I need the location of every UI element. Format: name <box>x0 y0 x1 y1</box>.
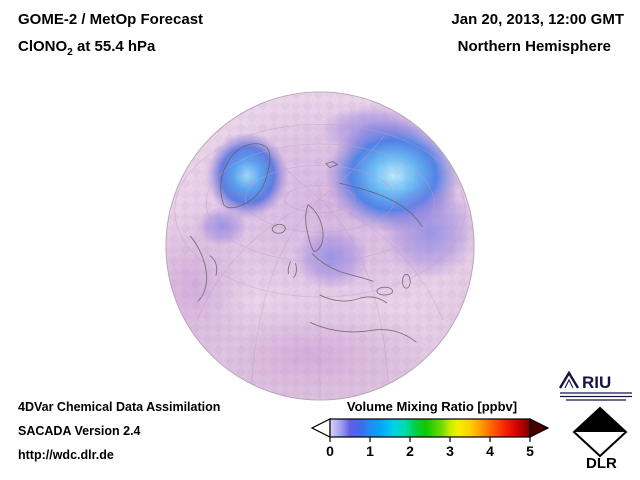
species-subscript: 2 <box>67 47 73 58</box>
title-line1: GOME-2 / MetOp Forecast <box>18 11 204 28</box>
title-line2: ClONO2 at 55.4 hPa <box>18 38 203 58</box>
tick-label-1: 1 <box>366 443 374 459</box>
colorbar-tick-labels: 0 1 2 3 4 5 <box>326 443 534 459</box>
riu-inner-peak-icon <box>564 378 574 389</box>
pressure-level: at 55.4 hPa <box>72 38 156 55</box>
riu-peak-icon <box>558 370 580 389</box>
dlr-logo: DLR <box>572 406 628 472</box>
colorbar: 0 1 2 3 4 5 <box>310 418 550 459</box>
credit-line3: http://wdc.dlr.de <box>18 448 114 462</box>
globe-map <box>165 91 475 401</box>
tick-label-3: 3 <box>446 443 454 459</box>
tick-label-2: 2 <box>406 443 414 459</box>
hemisphere-label: Northern Hemisphere <box>457 38 611 55</box>
globe-disk <box>165 91 475 401</box>
footer-credits: 4DVar Chemical Data Assimilation SACADA … <box>18 400 220 472</box>
tick-label-4: 4 <box>486 443 494 459</box>
species-name: ClONO <box>18 38 68 55</box>
header-left: GOME-2 / MetOp Forecast ClONO2 at 55.4 h… <box>18 11 203 58</box>
coastlines <box>190 143 423 343</box>
tick-label-0: 0 <box>326 443 334 459</box>
riu-logo-lines <box>560 392 632 401</box>
colorbar-left-arrow <box>310 418 331 438</box>
riu-logo-text: RIU <box>582 373 611 392</box>
credit-line2: SACADA Version 2.4 <box>18 424 141 438</box>
colorbar-tick-marks <box>329 437 531 442</box>
dlr-logo-text: DLR <box>586 455 617 472</box>
colorbar-gradient-bar <box>329 418 531 438</box>
datetime-label: Jan 20, 2013, 12:00 GMT <box>451 11 624 28</box>
dlr-solid-wing-icon <box>574 408 626 432</box>
tick-label-5: 5 <box>526 443 534 459</box>
graticule <box>174 123 466 401</box>
globe-outline <box>165 91 475 401</box>
credit-line1: 4DVar Chemical Data Assimilation <box>18 400 221 414</box>
colorbar-right-arrow <box>529 418 550 438</box>
riu-logo: RIU <box>558 370 632 401</box>
colorbar-title: Volume Mixing Ratio [ppbv] <box>346 399 518 414</box>
header-right: Jan 20, 2013, 12:00 GMT Northern Hemisph… <box>451 11 624 55</box>
